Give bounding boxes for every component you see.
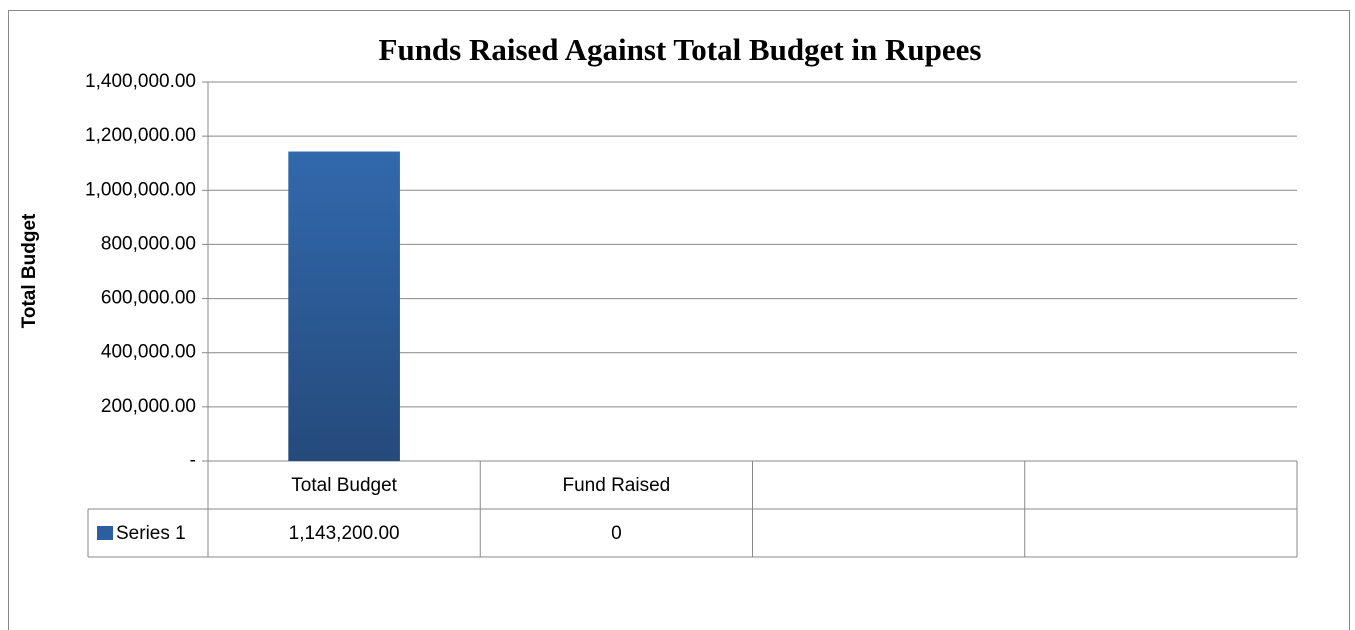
y-tick-label: 200,000.00 (101, 396, 196, 417)
table-value: 0 (611, 523, 622, 544)
legend-label: Series 1 (116, 523, 186, 544)
y-tick-label: 1,000,000.00 (85, 179, 196, 200)
table-value: 1,143,200.00 (289, 523, 400, 544)
y-tick-label: 800,000.00 (101, 233, 196, 254)
y-tick-label: 400,000.00 (101, 342, 196, 363)
x-tick-label: Fund Raised (563, 475, 671, 496)
legend-key (97, 526, 113, 540)
bar (288, 151, 400, 462)
y-tick-label: 1,400,000.00 (85, 71, 196, 92)
y-tick-label: 1,200,000.00 (85, 125, 196, 146)
chart-title: Funds Raised Against Total Budget in Rup… (379, 32, 982, 67)
x-tick-label: Total Budget (291, 475, 397, 496)
y-tick-label: - (190, 450, 196, 471)
y-tick-label: 600,000.00 (101, 288, 196, 309)
chart-border (8, 10, 1350, 630)
y-axis-title: Total Budget (19, 213, 40, 328)
